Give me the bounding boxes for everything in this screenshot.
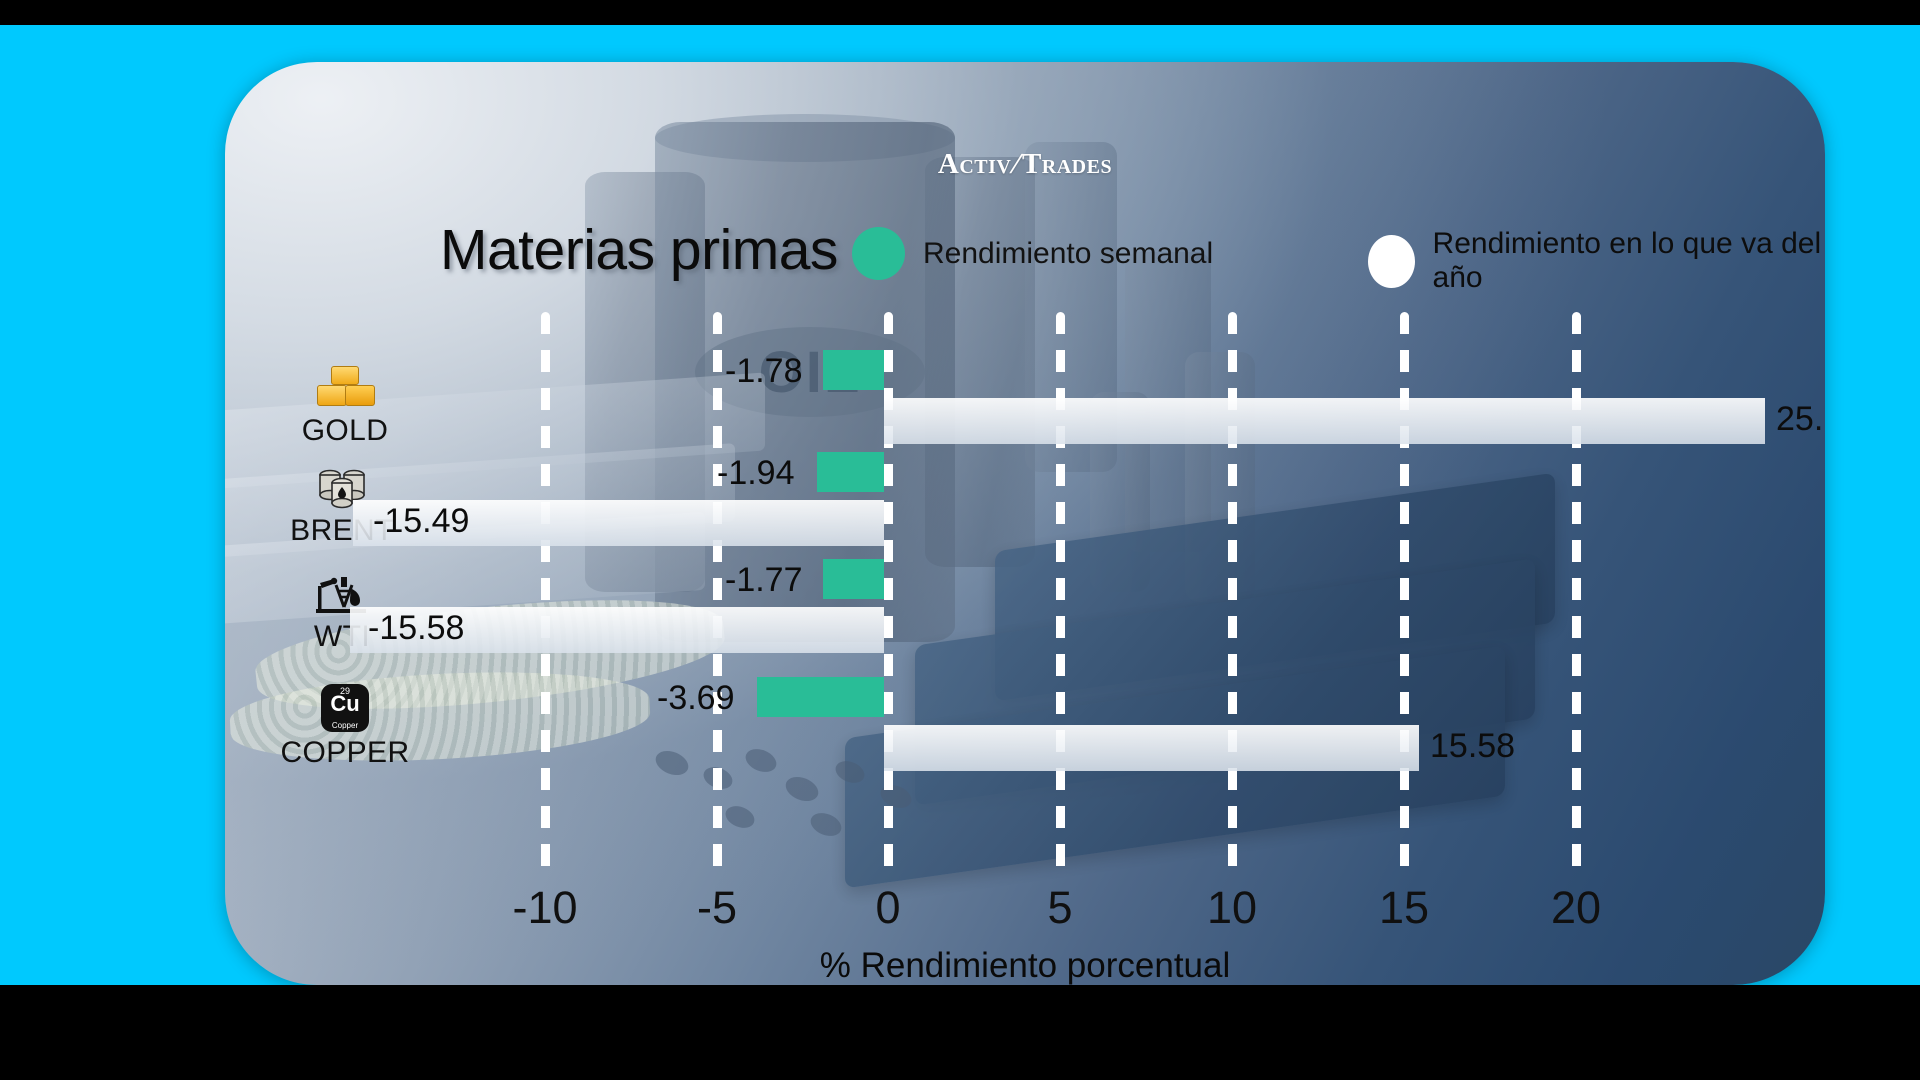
oil-pump-icon (247, 566, 437, 618)
x-axis-label: % Rendimiento porcentual (819, 946, 1231, 985)
bar-brent-ytd[interactable] (353, 500, 884, 546)
x-tick-20: 20 (1550, 882, 1602, 933)
gridline-10 (1228, 312, 1237, 882)
legend-label-ytd: Rendimiento en lo que va del año (1432, 227, 1822, 294)
commodity-name: COPPER (280, 736, 410, 769)
row-label-copper: 29 Cu Copper COPPER (250, 682, 440, 770)
x-tick-10: 10 (1206, 882, 1258, 933)
x-tick--5: -5 (696, 882, 738, 933)
value-brent-weekly: -1.94 (717, 454, 795, 492)
value-brent-ytd: -15.49 (373, 502, 470, 540)
x-tick-0: 0 (875, 882, 901, 933)
gridline-0 (884, 312, 893, 882)
bar-gold-ytd[interactable] (884, 398, 1765, 444)
value-gold-weekly: -1.78 (725, 352, 803, 390)
gridline-20 (1572, 312, 1581, 882)
legend-label-weekly: Rendimiento semanal (923, 236, 1214, 270)
white-circle-icon (1368, 234, 1415, 288)
value-wti-ytd: -15.58 (368, 609, 465, 647)
value-wti-weekly: -1.77 (725, 561, 803, 599)
legend-item-ytd: Rendimiento en lo que va del año (1368, 227, 1825, 295)
bar-copper-weekly[interactable] (757, 677, 884, 717)
x-tick-5: 5 (1047, 882, 1073, 933)
activtrades-logo: Activ/Trades (225, 148, 1825, 181)
bar-wti-weekly[interactable] (823, 559, 884, 599)
green-circle-icon (852, 227, 905, 280)
bar-brent-weekly[interactable] (817, 452, 884, 492)
row-label-gold: GOLD (250, 360, 440, 448)
x-tick--10: -10 (512, 882, 578, 933)
page-title: Materias primas (440, 218, 838, 282)
bar-wti-ytd[interactable] (350, 607, 884, 653)
oil-barrels-icon (247, 460, 437, 512)
gridline-15 (1400, 312, 1409, 882)
infographic-card: OIL Activ/Trades M (225, 62, 1825, 985)
gridline--10 (541, 312, 550, 882)
value-gold-ytd: 25.70 (1776, 400, 1825, 438)
value-copper-weekly: -3.69 (657, 679, 735, 717)
x-tick-15: 15 (1378, 882, 1430, 933)
bar-copper-ytd[interactable] (884, 725, 1419, 771)
gold-bars-icon (250, 360, 440, 412)
copper-element-icon: 29 Cu Copper (250, 682, 440, 734)
logo-text-activ: Activ (937, 148, 1012, 180)
value-copper-ytd: 15.58 (1430, 727, 1516, 765)
bar-gold-weekly[interactable] (823, 350, 884, 390)
legend-item-weekly: Rendimiento semanal (852, 227, 1213, 280)
gridline--5 (713, 312, 722, 882)
gridline-5 (1056, 312, 1065, 882)
bar-chart-plot: GOLD -1.78 25.70 (225, 62, 1825, 985)
commodity-name: GOLD (301, 414, 389, 447)
logo-text-trades: Trades (1021, 148, 1113, 180)
